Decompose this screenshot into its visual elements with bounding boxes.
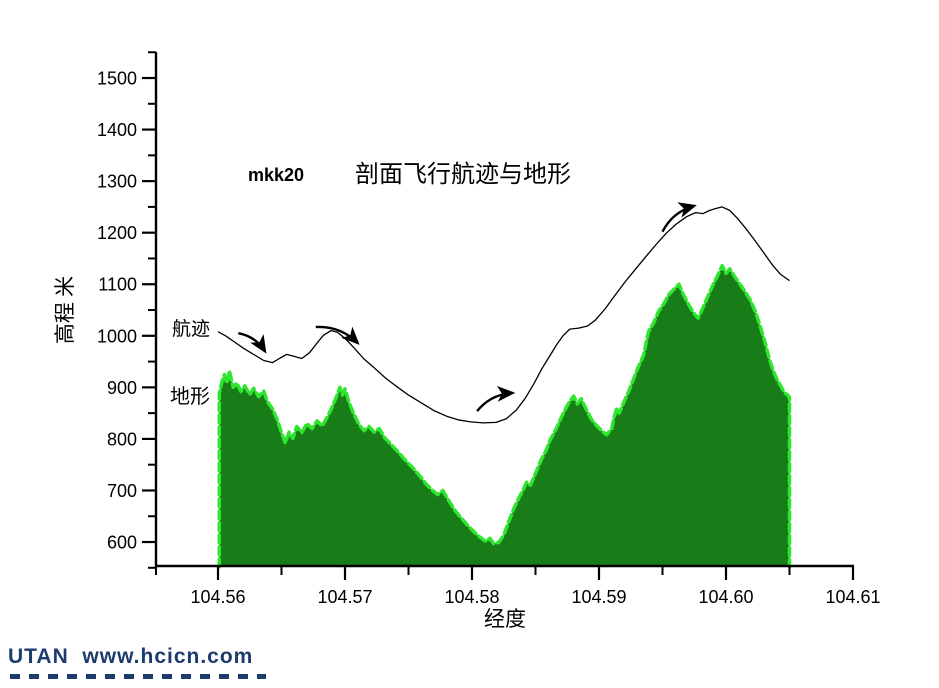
terrain-fill (219, 265, 790, 567)
chart-title-model: mkk20 (248, 165, 304, 185)
flight-path-polyline (217, 206, 790, 424)
y-tick-label: 1100 (98, 275, 137, 295)
terrain-outline (217, 263, 792, 569)
terrain-series (217, 263, 792, 569)
y-tick-label: 1000 (97, 326, 137, 346)
y-tick-label: 600 (107, 533, 137, 553)
flight-direction-arrow (661, 202, 697, 233)
x-tick-label: 104.57 (317, 587, 372, 607)
chart-title-text: 剖面飞行航迹与地形 (355, 161, 571, 188)
flight-direction-arrow (315, 325, 360, 345)
flight-path-series (217, 206, 790, 424)
y-tick-label: 1400 (97, 120, 137, 140)
y-tick-label: 1200 (97, 223, 137, 243)
terrain-annotation: 地形 (170, 385, 210, 408)
y-tick-label: 800 (107, 429, 137, 449)
watermark-text: UTAN www.hcicn.com (8, 645, 254, 668)
direction-arrows (238, 202, 697, 412)
y-tick-label: 700 (107, 481, 137, 501)
x-tick-label: 104.60 (698, 587, 753, 607)
x-axis-label: 经度 (484, 607, 526, 631)
x-tick-label: 104.58 (444, 587, 499, 607)
x-tick-label: 104.59 (571, 587, 626, 607)
flight-direction-arrow (476, 385, 516, 412)
cutoff-text-dashes (10, 674, 266, 679)
x-tick-label: 104.61 (825, 587, 880, 607)
y-axis-label: 高程 米 (53, 276, 77, 344)
flight-direction-arrow (238, 332, 267, 354)
y-tick-label: 900 (107, 378, 137, 398)
x-tick-label: 104.56 (190, 587, 245, 607)
flight-path-annotation: 航迹 (172, 318, 210, 340)
axes: 600 700 800 900 1000 1100 1200 1300 1400 1500 104.… (97, 51, 881, 607)
y-tick-label: 1300 (97, 172, 137, 192)
y-tick-label: 1500 (97, 69, 137, 89)
